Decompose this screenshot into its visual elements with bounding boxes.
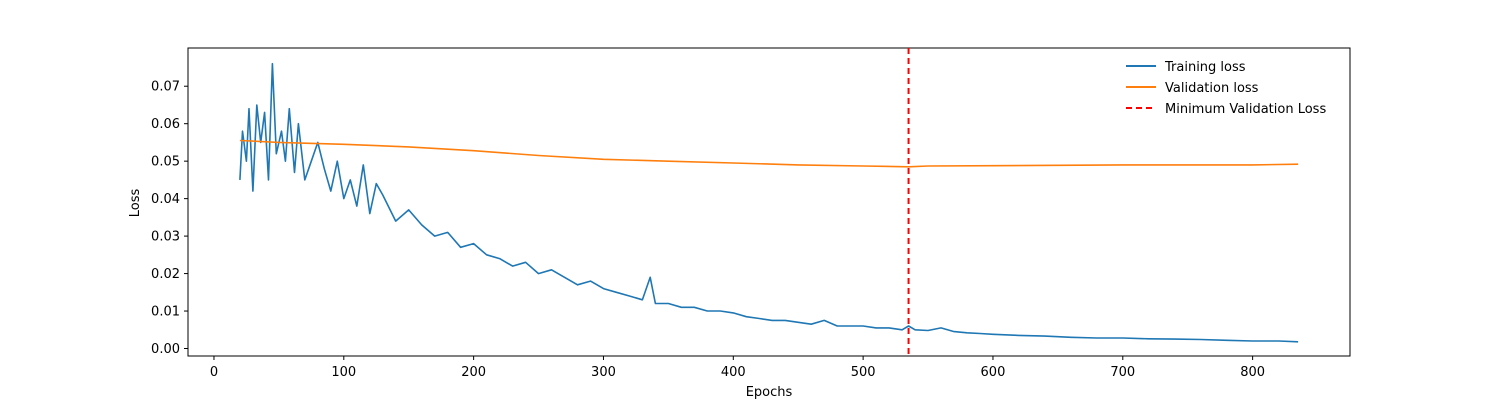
y-axis-title: Loss	[128, 189, 143, 218]
x-tick-label: 300	[591, 365, 616, 380]
x-tick-label: 600	[981, 365, 1006, 380]
x-tick-label: 200	[461, 365, 486, 380]
x-tick-label: 0	[210, 365, 218, 380]
y-tick-label: 0.03	[151, 230, 180, 245]
y-tick-label: 0.01	[151, 305, 180, 320]
y-axis-ticks: 0.00 0.01 0.02 0.03 0.04 0.05 0.06 0.07	[151, 80, 188, 357]
y-tick-label: 0.00	[151, 342, 180, 357]
x-tick-label: 500	[851, 365, 876, 380]
series-layer	[239, 62, 1299, 343]
legend-label-validation: Validation loss	[1165, 81, 1259, 96]
validation-loss-line	[239, 139, 1299, 168]
y-tick-label: 0.05	[151, 155, 180, 170]
training-loss-line	[239, 62, 1299, 343]
x-tick-label: 700	[1110, 365, 1135, 380]
x-tick-label: 100	[331, 365, 356, 380]
legend: Training loss Validation loss Minimum Va…	[1126, 60, 1326, 117]
axes-frame	[187, 47, 1351, 357]
y-tick-label: 0.04	[151, 192, 180, 207]
legend-label-training: Training loss	[1164, 60, 1246, 75]
y-tick-label: 0.06	[151, 117, 180, 132]
legend-label-min-val: Minimum Validation Loss	[1165, 102, 1326, 117]
y-tick-label: 0.02	[151, 267, 180, 282]
plot-area	[187, 47, 1351, 357]
x-axis-ticks: 0 100 200 300 400 500 600 700 800	[210, 356, 1265, 380]
y-tick-label: 0.07	[151, 80, 180, 95]
x-tick-label: 800	[1240, 365, 1265, 380]
x-axis-title: Epochs	[746, 385, 793, 400]
x-tick-label: 400	[721, 365, 746, 380]
